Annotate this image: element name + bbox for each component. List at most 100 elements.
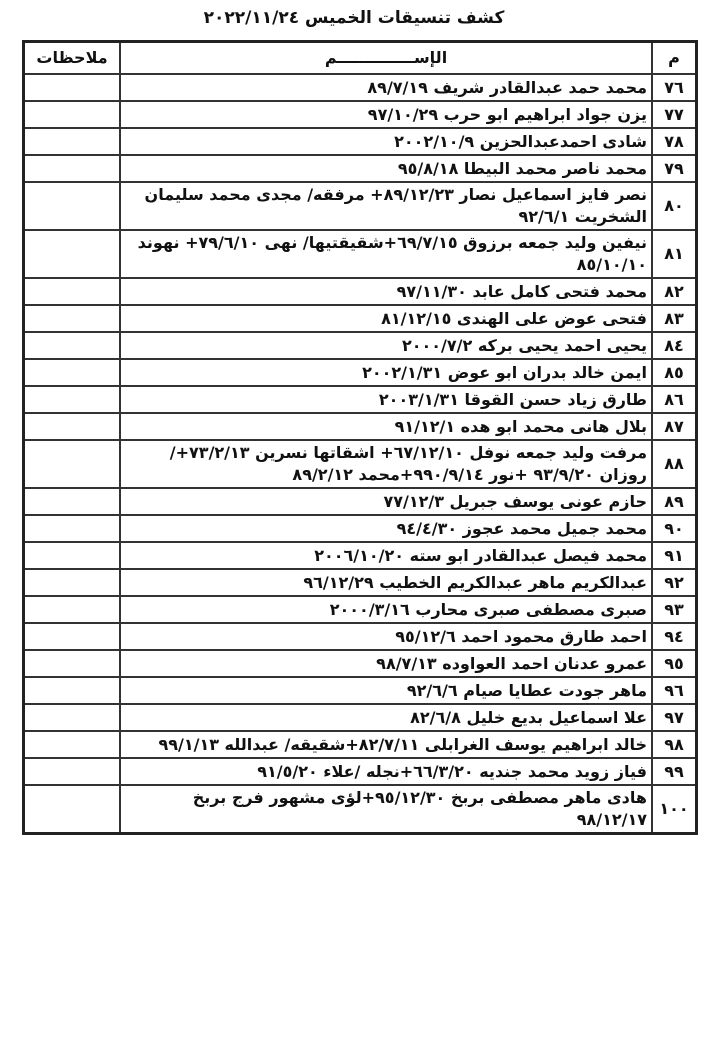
row-notes [22,331,121,360]
document-title: كشف تنسيقات الخميس ٢٠٢٢/١١/٢٤ [203,8,505,28]
table-row: ٩٤ احمد طارق محمود احمد ٩٥/١٢/٦ [22,622,698,651]
row-number: ٨٨ [651,439,698,489]
row-number: ٩١ [651,541,698,570]
row-name: نصر فايز اسماعيل نصار ٨٩/١٢/٢٣+ مرفقه/ م… [119,181,653,231]
row-notes [22,181,121,231]
row-name: شادى احمدعبدالحزين ٢٠٠٢/١٠/٩ [119,127,653,156]
table-row: ٨٢ محمد فتحى كامل عابد ٩٧/١١/٣٠ [22,277,698,306]
row-notes [22,304,121,333]
table-row: ٧٦ محمد حمد عبدالقادر شريف ٨٩/٧/١٩ [22,73,698,102]
table-row: ٩٧ علا اسماعيل بديع خليل ٨٢/٦/٨ [22,703,698,732]
row-number: ٩٧ [651,703,698,732]
row-notes [22,229,121,279]
row-number: ٩٢ [651,568,698,597]
row-name: محمد جميل محمد عجوز ٩٤/٤/٣٠ [119,514,653,543]
row-number: ٨٦ [651,385,698,414]
row-notes [22,385,121,414]
row-notes [22,154,121,183]
table-row: ٧٧ يزن جواد ابراهيم ابو حرب ٩٧/١٠/٢٩ [22,100,698,129]
row-number: ٨٠ [651,181,698,231]
row-notes [22,100,121,129]
row-number: ٨٣ [651,304,698,333]
row-name: محمد حمد عبدالقادر شريف ٨٩/٧/١٩ [119,73,653,102]
row-notes [22,568,121,597]
header-name: الإســــــــــــــم [119,40,653,75]
header-notes: ملاحظات [22,40,121,75]
row-number: ٩٤ [651,622,698,651]
row-name: يزن جواد ابراهيم ابو حرب ٩٧/١٠/٢٩ [119,100,653,129]
row-number: ٧٧ [651,100,698,129]
row-notes [22,595,121,624]
row-notes [22,730,121,759]
header-number: م [651,40,698,75]
table-row: ٨٧ بلال هانى محمد ابو هده ٩١/١٢/١ [22,412,698,441]
row-number: ٨٧ [651,412,698,441]
header-row: م الإســــــــــــــم ملاحظات [22,40,698,75]
row-notes [22,541,121,570]
table-row: ٨٤ يحيى احمد يحيى بركه ٢٠٠٠/٧/٢ [22,331,698,360]
table-row: ٩٩ فياز زويد محمد جنديه ٦٦/٣/٢٠+نجله /علا… [22,757,698,786]
row-name: هادى ماهر مصطفى بربخ ٩٥/١٢/٣٠+لؤى مشهور … [119,784,653,835]
row-number: ٩٥ [651,649,698,678]
table-row: ٨٨ مرفت وليد جمعه نوفل ٦٧/١٢/١٠+ اشقاتها … [22,439,698,489]
row-name: صبرى مصطفى صبرى محارب ٢٠٠٠/٣/١٦ [119,595,653,624]
table-row: ٩٢ عبدالكريم ماهر عبدالكريم الخطيب ٩٦/١٢/… [22,568,698,597]
row-name: عمرو عدنان احمد العواوده ٩٨/٧/١٣ [119,649,653,678]
row-number: ٩٩ [651,757,698,786]
row-number: ٧٨ [651,127,698,156]
row-number: ٨٢ [651,277,698,306]
row-notes [22,676,121,705]
table-row: ٩٨ خالد ابراهيم يوسف الغرابلى ٨٢/٧/١١+شقي… [22,730,698,759]
row-name: محمد ناصر محمد البيطا ٩٥/٨/١٨ [119,154,653,183]
row-notes [22,439,121,489]
row-notes [22,412,121,441]
row-number: ٩٣ [651,595,698,624]
table-row: ٨٦ طارق زياد حسن القوقا ٢٠٠٣/١/٣١ [22,385,698,414]
row-name: حازم عونى يوسف جبريل ٧٧/١٢/٣ [119,487,653,516]
table-row: ٩٠ محمد جميل محمد عجوز ٩٤/٤/٣٠ [22,514,698,543]
row-notes [22,514,121,543]
table-row: ٨٠ نصر فايز اسماعيل نصار ٨٩/١٢/٢٣+ مرفقه/… [22,181,698,231]
table-row: ٩٥ عمرو عدنان احمد العواوده ٩٨/٧/١٣ [22,649,698,678]
row-number: ٨٩ [651,487,698,516]
row-name: محمد فيصل عبدالقادر ابو سته ٢٠٠٦/١٠/٢٠ [119,541,653,570]
row-name: علا اسماعيل بديع خليل ٨٢/٦/٨ [119,703,653,732]
row-number: ٩٨ [651,730,698,759]
row-name: احمد طارق محمود احمد ٩٥/١٢/٦ [119,622,653,651]
table-row: ٨٣ فتحى عوض على الهندى ٨١/١٢/١٥ [22,304,698,333]
row-number: ٧٦ [651,73,698,102]
table-row: ٩٣ صبرى مصطفى صبرى محارب ٢٠٠٠/٣/١٦ [22,595,698,624]
row-number: ٧٩ [651,154,698,183]
row-name: مرفت وليد جمعه نوفل ٦٧/١٢/١٠+ اشقاتها نس… [119,439,653,489]
row-name: نيفين وليد جمعه برزوق ٦٩/٧/١٥+شقيقتيها/ … [119,229,653,279]
table-row: ١٠٠ هادى ماهر مصطفى بربخ ٩٥/١٢/٣٠+لؤى مشه… [22,784,698,835]
row-name: عبدالكريم ماهر عبدالكريم الخطيب ٩٦/١٢/٢٩ [119,568,653,597]
row-notes [22,757,121,786]
table-row: ٩٦ ماهر جودت عطايا صيام ٩٢/٦/٦ [22,676,698,705]
row-name: طارق زياد حسن القوقا ٢٠٠٣/١/٣١ [119,385,653,414]
table-row: ٩١ محمد فيصل عبدالقادر ابو سته ٢٠٠٦/١٠/٢٠ [22,541,698,570]
row-notes [22,649,121,678]
row-number: ٨٥ [651,358,698,387]
row-notes [22,358,121,387]
table-row: ٧٨ شادى احمدعبدالحزين ٢٠٠٢/١٠/٩ [22,127,698,156]
row-notes [22,73,121,102]
coordination-table: م الإســــــــــــــم ملاحظات ٧٦ محمد حمد… [22,40,698,835]
row-notes [22,784,121,835]
row-number: ٩٦ [651,676,698,705]
row-notes [22,127,121,156]
row-number: ٩٠ [651,514,698,543]
table-row: ٨١ نيفين وليد جمعه برزوق ٦٩/٧/١٥+شقيقتيها… [22,229,698,279]
row-number: ٨١ [651,229,698,279]
row-name: يحيى احمد يحيى بركه ٢٠٠٠/٧/٢ [119,331,653,360]
row-number: ٨٤ [651,331,698,360]
table-row: ٨٩ حازم عونى يوسف جبريل ٧٧/١٢/٣ [22,487,698,516]
row-name: فتحى عوض على الهندى ٨١/١٢/١٥ [119,304,653,333]
row-name: فياز زويد محمد جنديه ٦٦/٣/٢٠+نجله /علاء … [119,757,653,786]
row-number: ١٠٠ [651,784,698,835]
row-notes [22,703,121,732]
row-name: ايمن خالد بدران ابو عوض ٢٠٠٢/١/٣١ [119,358,653,387]
row-name: بلال هانى محمد ابو هده ٩١/١٢/١ [119,412,653,441]
row-notes [22,277,121,306]
table-row: ٨٥ ايمن خالد بدران ابو عوض ٢٠٠٢/١/٣١ [22,358,698,387]
